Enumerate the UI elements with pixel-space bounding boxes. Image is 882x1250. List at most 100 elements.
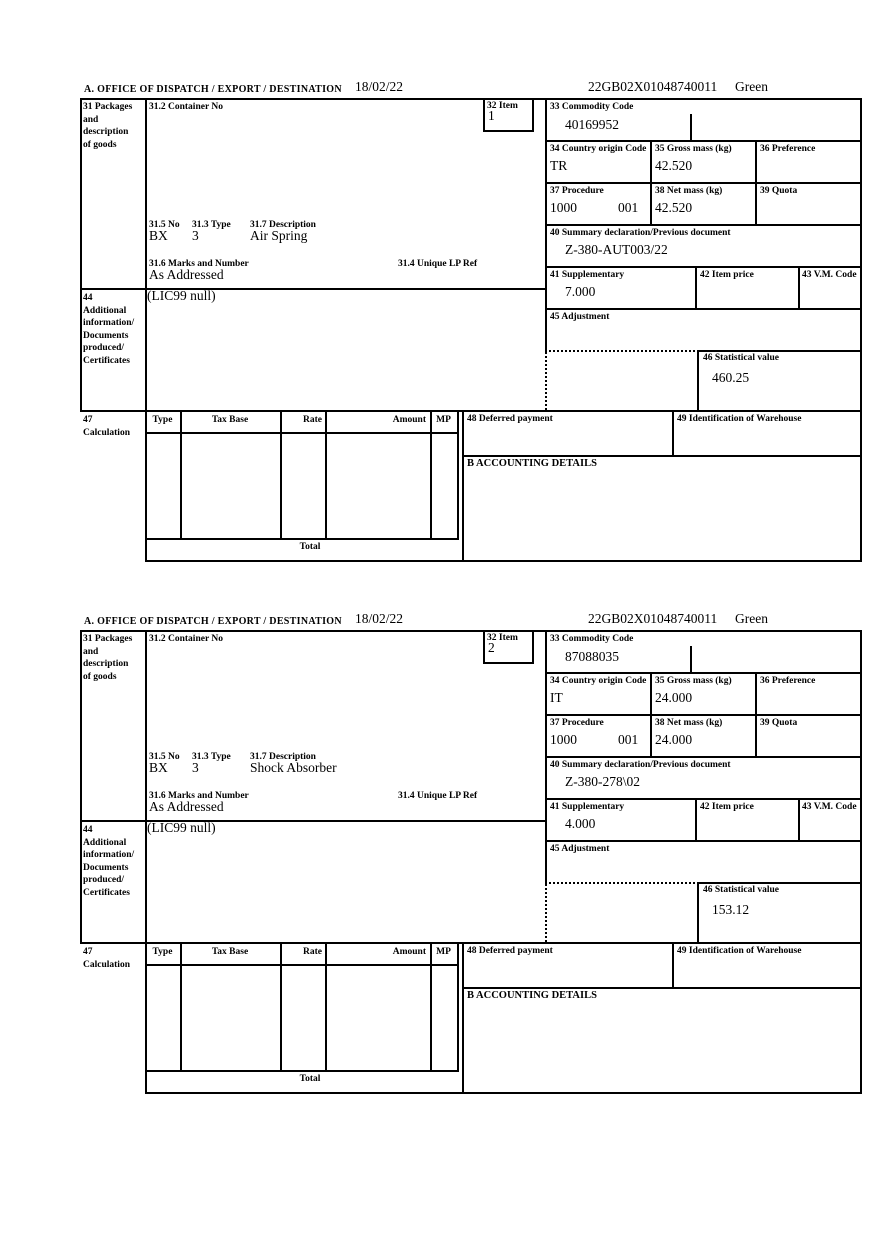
vm-code-label: 43 V.M. Code [802,270,857,280]
supplementary-value: 4.000 [565,816,596,831]
procedure-suffix-value: 001 [618,732,639,747]
label-column-divider [145,98,147,562]
country-origin-value: TR [550,158,568,173]
calc-amount-header: Amount [392,415,426,425]
calc-header-underline [145,964,459,966]
unique-lp-ref-label: 31.4 Unique LP Ref [398,259,478,269]
box46-top [697,882,862,884]
package-type-value: 3 [192,228,199,243]
net-mass-label: 38 Net mass (kg) [655,186,723,196]
procedure-value: 1000 [550,200,577,215]
row-line-4 [545,798,862,800]
adjustment-dotted-bottom [545,882,699,884]
border-top [80,630,862,632]
col-divider-34-35 [650,672,652,756]
package-type-value: 3 [192,760,199,775]
calc-divider-4 [430,410,432,540]
col-divider-42-43 [798,266,800,308]
statistical-value-label: 46 Statistical value [703,353,779,363]
declaration-date: 18/02/22 [355,79,404,94]
declaration-date: 18/02/22 [355,611,404,626]
row-line-3 [545,224,862,226]
box47-title: 47 Calculation [83,947,130,970]
box48-bottom [462,455,862,457]
border-right [860,630,862,1094]
row-line-5 [545,308,862,310]
adjustment-label: 45 Adjustment [550,312,610,322]
box48-left [462,410,464,562]
routing-status: Green [735,79,768,94]
movement-reference-number: 22GB02X01048740011 [588,79,718,94]
calc-rate-header: Rate [303,947,322,957]
summary-declaration-label: 40 Summary declaration/Previous document [550,760,731,770]
calc-divider-3 [325,942,327,1072]
dotted-left-divider [545,352,547,410]
sad-item-form: A. OFFICE OF DISPATCH / EXPORT / DESTINA… [80,611,862,1096]
item-label: 32 Item [487,633,518,643]
procedure-label: 37 Procedure [550,718,604,728]
calc-amount-header: Amount [392,947,426,957]
border-top [80,98,862,100]
unique-lp-ref-label: 31.4 Unique LP Ref [398,791,478,801]
deferred-payment-label: 48 Deferred payment [467,946,553,956]
warehouse-id-label: 49 Identification of Warehouse [677,414,802,424]
country-origin-label: 34 Country origin Code [550,144,647,154]
box44-title: 44 Additional information/ Documents pro… [83,825,135,898]
box31-title: 31 Packages and description of goods [83,102,133,150]
packages-description-label: 31.7 Description [250,752,316,762]
box48-49-divider [672,410,674,457]
deferred-payment-label: 48 Deferred payment [467,414,553,424]
warehouse-id-label: 49 Identification of Warehouse [677,946,802,956]
country-origin-label: 34 Country origin Code [550,676,647,686]
dotted-left-divider [545,884,547,942]
calc-type-header: Type [152,415,173,425]
supplementary-label: 41 Supplementary [550,270,625,280]
calc-mp-header: MP [436,947,451,957]
statistical-value: 460.25 [712,370,750,385]
gross-mass-value: 42.520 [655,158,693,173]
box48-left [462,942,464,1094]
border-bottom [145,560,862,562]
movement-reference-number: 22GB02X01048740011 [588,611,718,626]
border-bottom [145,1092,862,1094]
package-no-value: BX [149,760,168,775]
marks-value: As Addressed [149,267,224,282]
country-origin-value: IT [550,690,563,705]
adjustment-dotted-bottom [545,350,699,352]
item-box-left [483,630,485,664]
col-divider-42-43 [798,798,800,840]
border-right [860,98,862,562]
box46-left [697,882,699,942]
item-label: 32 Item [487,101,518,111]
goods-description-value: Air Spring [250,228,308,243]
row-line-3 [545,756,862,758]
supplementary-value: 7.000 [565,284,596,299]
calc-divider-4 [430,942,432,1072]
preference-label: 36 Preference [760,144,816,154]
procedure-label: 37 Procedure [550,186,604,196]
border-left [80,630,82,942]
office-of-dispatch-label: A. OFFICE OF DISPATCH / EXPORT / DESTINA… [84,84,342,95]
adjustment-label: 45 Adjustment [550,844,610,854]
item-price-label: 42 Item price [700,802,754,812]
preference-label: 36 Preference [760,676,816,686]
calc-table-bottom [145,1070,459,1072]
col-divider-41-42 [695,798,697,840]
additional-information-value: (LIC99 null) [147,820,216,835]
summary-declaration-label: 40 Summary declaration/Previous document [550,228,731,238]
net-mass-value: 42.520 [655,200,693,215]
box44-divider [80,288,547,290]
calc-divider-1 [180,942,182,1072]
commodity-code-divider [690,646,692,674]
section-divider [80,942,862,944]
box46-left [697,350,699,410]
box48-bottom [462,987,862,989]
net-mass-label: 38 Net mass (kg) [655,718,723,728]
commodity-code-label: 33 Commodity Code [550,634,634,644]
label-column-divider [145,630,147,1094]
previous-document-value: Z-380-AUT003/22 [565,242,668,257]
box48-49-divider [672,942,674,989]
col-divider-34-35 [650,140,652,224]
supplementary-label: 41 Supplementary [550,802,625,812]
col-divider-35-36 [755,672,757,756]
